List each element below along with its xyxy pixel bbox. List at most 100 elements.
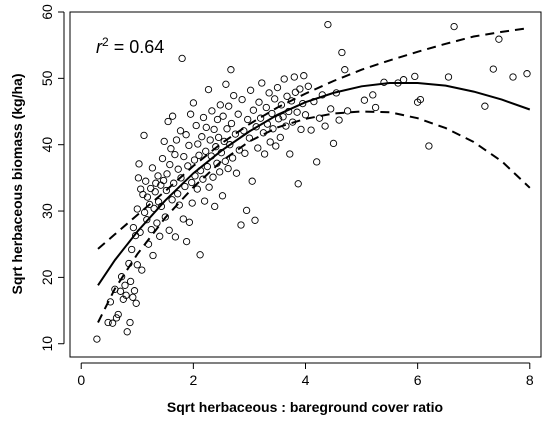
data-point [149, 251, 157, 260]
data-point [268, 109, 276, 118]
data-point [279, 113, 287, 121]
data-point [132, 299, 140, 307]
data-point [296, 85, 304, 93]
data-point [198, 133, 206, 141]
data-point [273, 83, 282, 92]
data-point [425, 142, 433, 150]
data-point [133, 261, 141, 269]
data-point [177, 174, 185, 182]
data-point [265, 89, 273, 97]
data-point [186, 110, 195, 118]
data-point [338, 48, 346, 57]
data-point [254, 144, 262, 152]
data-point [195, 151, 203, 159]
data-point [232, 169, 241, 177]
data-point [216, 168, 224, 176]
data-point [315, 114, 324, 122]
data-point [227, 66, 235, 74]
data-point [332, 89, 340, 97]
x-axis: 0 2 4 6 8 [77, 362, 534, 388]
data-point [299, 99, 307, 108]
data-points [93, 20, 531, 343]
data-point [140, 131, 148, 140]
data-point [234, 110, 242, 118]
data-point [157, 202, 166, 211]
data-point [142, 177, 150, 185]
data-point [380, 78, 388, 86]
data-point [249, 106, 258, 114]
x-axis-title: Sqrt herbaceous : bareground cover ratio [167, 399, 443, 415]
data-point [272, 142, 280, 150]
data-point [174, 165, 182, 173]
data-point [176, 127, 185, 135]
data-point [416, 95, 425, 104]
data-point [134, 174, 143, 182]
data-point [166, 160, 174, 169]
data-point [206, 136, 214, 144]
data-point [199, 175, 207, 183]
data-point [122, 291, 130, 299]
data-point [240, 127, 248, 135]
data-point [286, 150, 294, 158]
fit-line [97, 82, 531, 286]
data-point [216, 101, 224, 109]
data-point [360, 96, 369, 104]
data-point [321, 122, 329, 130]
data-point [133, 205, 141, 213]
data-point [143, 193, 152, 201]
data-point [274, 115, 283, 123]
data-point [213, 159, 221, 167]
data-point [202, 147, 210, 155]
data-point [209, 173, 217, 181]
data-point [287, 97, 296, 105]
data-point [205, 183, 213, 191]
data-point [153, 219, 161, 227]
data-point [307, 126, 315, 134]
data-point [269, 125, 277, 133]
data-point [126, 318, 134, 327]
data-point [108, 319, 117, 327]
data-point [245, 134, 254, 142]
data-point [212, 143, 220, 151]
data-point [178, 54, 186, 63]
data-point [129, 293, 137, 301]
data-point [369, 91, 377, 99]
data-point [164, 117, 172, 126]
data-point [191, 172, 199, 180]
data-point [411, 72, 419, 81]
data-point [159, 176, 168, 185]
y-tick-label: 30 [39, 203, 55, 219]
data-point [258, 79, 266, 87]
data-point [200, 197, 209, 205]
data-point [202, 123, 210, 132]
data-point [156, 232, 164, 240]
data-point [301, 111, 310, 119]
data-point [276, 133, 284, 142]
data-point [168, 196, 176, 204]
data-point [171, 150, 179, 159]
data-point [199, 113, 208, 122]
y-axis-title: Sqrt herbaceous biomass (kg/ha) [9, 74, 25, 295]
data-point [163, 170, 171, 178]
data-point [147, 184, 155, 193]
data-point [114, 310, 122, 319]
data-point [324, 20, 332, 29]
data-point [248, 177, 256, 185]
data-point [262, 103, 270, 112]
data-point [172, 136, 181, 144]
data-point [182, 131, 190, 139]
data-point [297, 125, 305, 134]
data-point [523, 70, 531, 78]
data-point [327, 105, 335, 113]
data-point [237, 221, 245, 229]
data-point [283, 92, 291, 100]
data-point [259, 129, 268, 137]
fit-curves [97, 26, 531, 323]
data-point [211, 202, 219, 211]
data-point [294, 180, 302, 188]
data-point [394, 79, 402, 87]
data-point [304, 82, 312, 90]
data-point [242, 206, 251, 215]
data-point [147, 225, 155, 234]
